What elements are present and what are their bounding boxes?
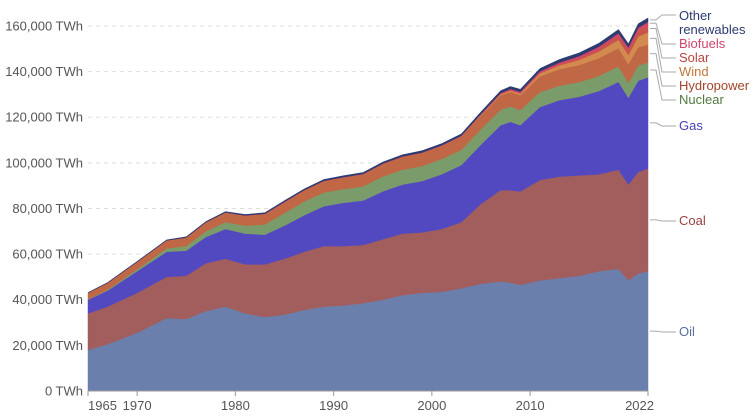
legend-coal: Coal: [679, 213, 706, 228]
leader-line: [650, 122, 676, 127]
x-tick-label: 1965: [88, 398, 117, 413]
legend-wind: Wind: [679, 64, 709, 79]
y-tick-label: 140,000 TWh: [5, 64, 83, 79]
legend: Other renewables Biofuels Solar Wind Hyd…: [679, 8, 750, 339]
x-tick-label: 2000: [417, 398, 446, 413]
area-series: [87, 17, 649, 392]
leader-line: [650, 69, 676, 101]
x-tick-label: 1990: [319, 398, 348, 413]
legend-other-renewables-line2: renewables: [679, 22, 746, 37]
x-tick-label: 2022: [625, 398, 654, 413]
legend-other-renewables-line1: Other: [679, 8, 712, 23]
legend-solar: Solar: [679, 50, 710, 65]
y-tick-label: 40,000 TWh: [12, 292, 83, 307]
leader-line: [650, 219, 676, 222]
y-tick-label: 120,000 TWh: [5, 110, 83, 125]
area-other-renewables: [87, 17, 649, 294]
legend-biofuels: Biofuels: [679, 36, 726, 51]
legend-gas: Gas: [679, 118, 703, 133]
y-tick-label: 20,000 TWh: [12, 338, 83, 353]
legend-hydropower: Hydropower: [679, 78, 750, 93]
leader-line: [650, 28, 676, 59]
x-axis: 1965 1970 1980 1990 2000 2010 2022: [87, 390, 654, 413]
x-tick-label: 1970: [123, 398, 152, 413]
leader-line: [650, 14, 676, 21]
y-tick-label: 100,000 TWh: [5, 155, 83, 170]
y-axis: 0 TWh 20,000 TWh 40,000 TWh 60,000 TWh 80,00…: [5, 18, 83, 398]
leader-line: [650, 22, 676, 45]
y-tick-label: 0 TWh: [45, 384, 83, 399]
legend-oil: Oil: [679, 324, 695, 339]
y-tick-label: 160,000 TWh: [5, 18, 83, 33]
leader-line: [650, 37, 676, 73]
leader-line: [650, 53, 676, 87]
x-tick-label: 1980: [221, 398, 250, 413]
leader-line: [650, 330, 676, 333]
x-tick-label: 2010: [516, 398, 545, 413]
legend-nuclear: Nuclear: [679, 92, 724, 107]
y-tick-label: 80,000 TWh: [12, 201, 83, 216]
legend-leader-lines: [650, 14, 676, 333]
y-tick-label: 60,000 TWh: [12, 247, 83, 262]
